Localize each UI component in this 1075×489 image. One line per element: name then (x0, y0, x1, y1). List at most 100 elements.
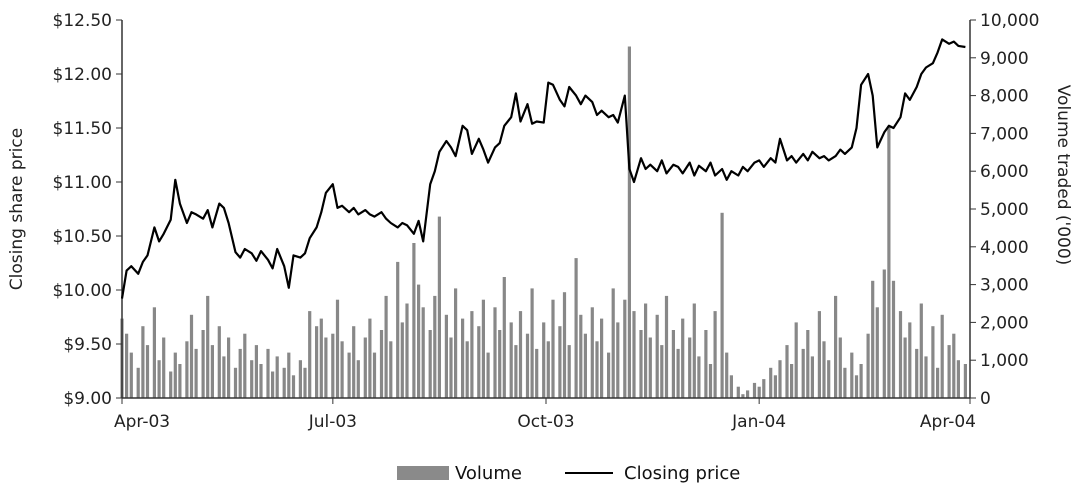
volume-bar (125, 333, 129, 398)
volume-bar (806, 330, 810, 398)
volume-bar (173, 352, 177, 398)
volume-bar (762, 379, 766, 398)
volume-bar (233, 367, 238, 398)
volume-bar (741, 394, 745, 398)
volume-bar (227, 337, 231, 398)
volume-bar (470, 311, 474, 398)
volume-bar (372, 352, 377, 398)
volume-bars (120, 46, 967, 399)
volume-bar (275, 356, 279, 398)
volume-bar (919, 303, 923, 398)
volume-bar (746, 390, 750, 398)
volume-bar (525, 333, 530, 398)
right-tick-label: 10,000 (980, 11, 1039, 31)
volume-bar (827, 360, 831, 398)
volume-bar (579, 314, 583, 398)
volume-bar (915, 348, 919, 398)
volume-bar (681, 318, 685, 398)
legend-volume-label: Volume (455, 463, 522, 484)
volume-bar (859, 364, 863, 398)
volume-bar (810, 356, 814, 398)
volume-bar (509, 322, 513, 398)
volume-bar (871, 280, 875, 398)
volume-bar (891, 280, 896, 398)
volume-bar (713, 311, 717, 398)
volume-bar (655, 314, 659, 398)
volume-bar (720, 212, 724, 398)
volume-bar (903, 337, 907, 398)
volume-bar (898, 311, 903, 398)
volume-bar (671, 330, 675, 398)
volume-bar (454, 288, 458, 398)
volume-bar (660, 345, 664, 398)
volume-bar (481, 299, 485, 398)
volume-bar (271, 371, 275, 398)
volume-bar (340, 341, 344, 398)
volume-bar (664, 295, 669, 398)
volume-bar (729, 375, 733, 398)
volume-bar (400, 322, 404, 398)
volume-bar (778, 360, 782, 398)
right-axis-ticks: 0 1,000 2,000 3,000 4,000 5,000 6,000 7,000 8,00… (970, 11, 1039, 409)
legend-volume-swatch (397, 466, 449, 480)
volume-bar (437, 216, 441, 398)
right-tick-label: 4,000 (980, 238, 1029, 258)
volume-bar (129, 352, 133, 398)
volume-bar (217, 326, 221, 398)
volume-bar (222, 356, 226, 398)
volume-bar (254, 345, 258, 398)
volume-bar (210, 345, 214, 398)
right-tick-label: 6,000 (980, 162, 1029, 182)
volume-bar (449, 337, 453, 398)
volume-bar (773, 375, 777, 398)
volume-bar (259, 364, 263, 398)
volume-bar (384, 295, 388, 398)
volume-bar (303, 367, 307, 398)
volume-bar (623, 299, 627, 398)
volume-bar (692, 303, 696, 398)
volume-bar (194, 348, 198, 398)
volume-bar (947, 345, 951, 398)
x-tick-label: Jan-04 (731, 412, 786, 432)
left-tick-label: $11.50 (53, 119, 112, 139)
volume-bar (648, 337, 652, 398)
right-tick-label: 0 (980, 389, 991, 409)
volume-bar (331, 333, 335, 398)
volume-bar (356, 360, 360, 398)
right-tick-label: 8,000 (980, 87, 1029, 107)
volume-bar (518, 311, 523, 398)
volume-bar (514, 345, 518, 398)
left-tick-label: $9.00 (63, 389, 112, 409)
volume-bar (206, 295, 210, 398)
left-tick-label: $12.50 (53, 11, 112, 31)
volume-bar (319, 318, 323, 398)
volume-bar (843, 367, 847, 398)
x-tick-label: Jul-03 (308, 412, 357, 432)
volume-bar (535, 348, 539, 398)
volume-bar (157, 360, 161, 398)
volume-bar (396, 261, 400, 398)
volume-bar (854, 375, 859, 398)
volume-bar (444, 314, 448, 398)
volume-bar (866, 333, 870, 398)
right-tick-label: 2,000 (980, 313, 1029, 333)
volume-bar (850, 352, 854, 398)
volume-bar (308, 311, 312, 398)
volume-bar (477, 326, 481, 398)
volume-bar (583, 333, 587, 398)
volume-bar (736, 386, 740, 398)
right-tick-label: 3,000 (980, 276, 1029, 296)
axes (121, 20, 971, 399)
x-axis-ticks: Apr-03 Jul-03 Oct-03 Jan-04 Apr-04 (114, 398, 976, 432)
volume-bar (502, 277, 506, 398)
left-tick-label: $10.00 (53, 281, 112, 301)
volume-bar (801, 348, 805, 398)
volume-bar (185, 341, 189, 398)
volume-bar (676, 348, 680, 398)
right-axis-title: Volume traded ('000) (1053, 85, 1073, 266)
volume-bar (616, 322, 620, 398)
volume-bar (757, 386, 761, 398)
volume-bar (952, 333, 956, 398)
volume-bar (785, 345, 789, 398)
